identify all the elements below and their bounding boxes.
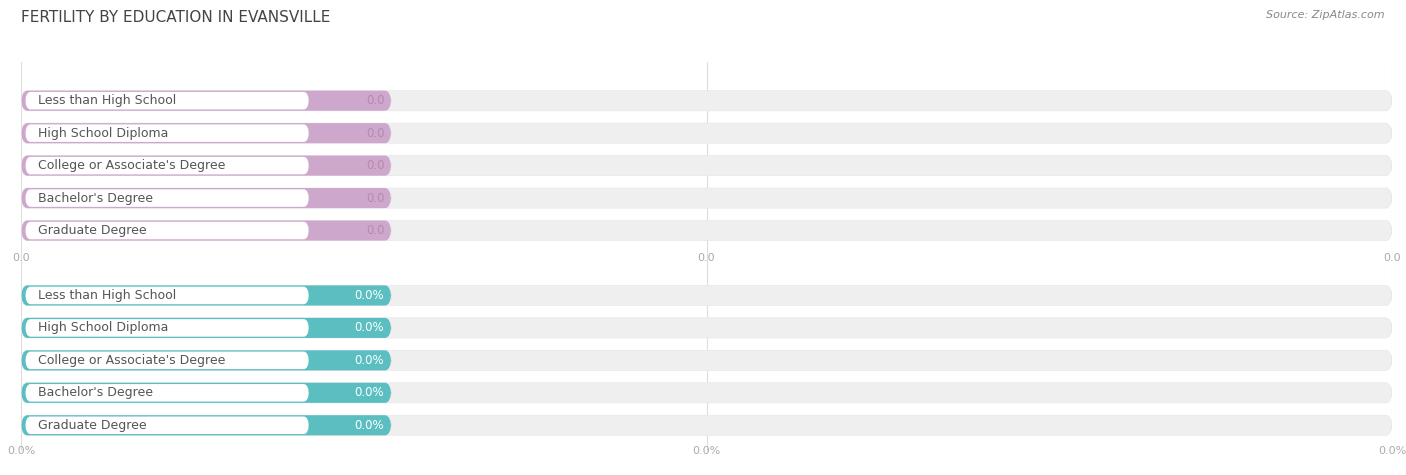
Text: Graduate Degree: Graduate Degree xyxy=(38,224,146,237)
Text: 0.0%: 0.0% xyxy=(354,354,384,367)
FancyBboxPatch shape xyxy=(25,157,309,174)
Text: Bachelor's Degree: Bachelor's Degree xyxy=(38,386,152,399)
FancyBboxPatch shape xyxy=(21,155,1392,176)
FancyBboxPatch shape xyxy=(25,222,309,239)
FancyBboxPatch shape xyxy=(21,285,1392,305)
FancyBboxPatch shape xyxy=(25,319,309,337)
Text: College or Associate's Degree: College or Associate's Degree xyxy=(38,159,225,172)
Text: 0.0%: 0.0% xyxy=(354,322,384,334)
FancyBboxPatch shape xyxy=(25,384,309,401)
FancyBboxPatch shape xyxy=(21,123,391,143)
FancyBboxPatch shape xyxy=(21,415,391,436)
FancyBboxPatch shape xyxy=(21,383,391,403)
FancyBboxPatch shape xyxy=(25,190,309,207)
Text: 0.0%: 0.0% xyxy=(354,386,384,399)
Text: Less than High School: Less than High School xyxy=(38,94,176,107)
FancyBboxPatch shape xyxy=(21,318,1392,338)
Text: Bachelor's Degree: Bachelor's Degree xyxy=(38,191,152,205)
FancyBboxPatch shape xyxy=(21,318,391,338)
Text: 0.0: 0.0 xyxy=(13,253,30,263)
Text: 0.0%: 0.0% xyxy=(1378,446,1406,456)
FancyBboxPatch shape xyxy=(21,220,1392,241)
Text: 0.0%: 0.0% xyxy=(354,419,384,432)
Text: Graduate Degree: Graduate Degree xyxy=(38,419,146,432)
Text: 0.0: 0.0 xyxy=(1384,253,1400,263)
Text: College or Associate's Degree: College or Associate's Degree xyxy=(38,354,225,367)
Text: 0.0: 0.0 xyxy=(366,127,384,140)
Text: 0.0: 0.0 xyxy=(366,224,384,237)
FancyBboxPatch shape xyxy=(21,155,391,176)
FancyBboxPatch shape xyxy=(25,124,309,142)
FancyBboxPatch shape xyxy=(21,188,391,208)
Text: 0.0%: 0.0% xyxy=(7,446,35,456)
Text: 0.0: 0.0 xyxy=(366,94,384,107)
Text: 0.0%: 0.0% xyxy=(692,446,721,456)
FancyBboxPatch shape xyxy=(21,188,1392,208)
FancyBboxPatch shape xyxy=(21,123,1392,143)
FancyBboxPatch shape xyxy=(25,417,309,434)
FancyBboxPatch shape xyxy=(21,350,391,370)
Text: 0.0%: 0.0% xyxy=(354,289,384,302)
Text: 0.0: 0.0 xyxy=(366,191,384,205)
Text: High School Diploma: High School Diploma xyxy=(38,127,167,140)
Text: Source: ZipAtlas.com: Source: ZipAtlas.com xyxy=(1267,10,1385,19)
Text: 0.0: 0.0 xyxy=(697,253,716,263)
FancyBboxPatch shape xyxy=(21,220,391,241)
FancyBboxPatch shape xyxy=(25,352,309,369)
Text: 0.0: 0.0 xyxy=(366,159,384,172)
Text: High School Diploma: High School Diploma xyxy=(38,322,167,334)
FancyBboxPatch shape xyxy=(25,92,309,109)
FancyBboxPatch shape xyxy=(21,285,391,305)
FancyBboxPatch shape xyxy=(21,91,391,111)
FancyBboxPatch shape xyxy=(21,91,1392,111)
FancyBboxPatch shape xyxy=(21,350,1392,370)
FancyBboxPatch shape xyxy=(21,415,1392,436)
FancyBboxPatch shape xyxy=(25,287,309,304)
Text: FERTILITY BY EDUCATION IN EVANSVILLE: FERTILITY BY EDUCATION IN EVANSVILLE xyxy=(21,10,330,25)
FancyBboxPatch shape xyxy=(21,383,1392,403)
Text: Less than High School: Less than High School xyxy=(38,289,176,302)
